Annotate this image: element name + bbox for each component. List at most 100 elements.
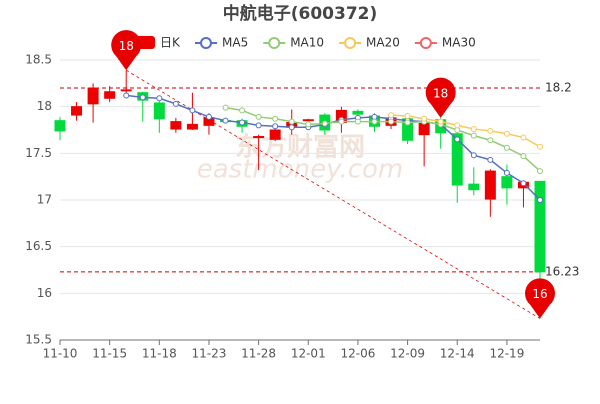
- ma-line: [390, 114, 541, 148]
- ma-point: [470, 152, 477, 159]
- ma-point: [272, 115, 279, 122]
- ma-point: [404, 119, 411, 126]
- ma-point: [470, 132, 477, 139]
- legend-icon: [344, 37, 357, 49]
- ma-point: [139, 94, 146, 101]
- candle-body: [104, 91, 116, 99]
- legend-label: MA30: [442, 36, 476, 50]
- x-tick-label: 12-19: [489, 347, 524, 361]
- x-tick-label: 11-15: [92, 347, 127, 361]
- x-tick-label: 12-06: [340, 347, 375, 361]
- x-tick-label: 11-10: [43, 347, 78, 361]
- ma-point: [239, 119, 246, 126]
- y-tick-label: 17.5: [25, 146, 52, 160]
- ma-point: [156, 95, 163, 102]
- ma-point: [388, 112, 395, 119]
- pin-label: 18: [433, 86, 448, 100]
- x-tick-label: 11-18: [142, 347, 177, 361]
- pin: [425, 77, 456, 118]
- ma-point: [537, 143, 543, 150]
- x-tick-label: 11-23: [192, 347, 227, 361]
- mark-line-label: 16.23: [545, 264, 579, 278]
- chart-title: 中航电子(600372): [223, 3, 378, 24]
- candle-body: [302, 119, 314, 122]
- ma-point: [537, 197, 543, 203]
- ma-point: [454, 122, 461, 129]
- ma-point: [123, 92, 130, 99]
- candle-body: [71, 106, 83, 116]
- ma-point: [437, 118, 444, 125]
- legend-label: 日K: [160, 36, 181, 50]
- candle-body: [253, 136, 265, 139]
- ma-point: [454, 136, 461, 143]
- candle-body: [468, 183, 480, 191]
- y-tick-label: 15.5: [25, 333, 52, 347]
- legend-label: MA20: [366, 36, 400, 50]
- ma-point: [421, 115, 428, 122]
- watermark: eastmoney.com: [197, 155, 404, 185]
- y-tick-label: 16: [37, 286, 52, 300]
- ma-point: [487, 137, 494, 144]
- pin-label: 16: [532, 287, 547, 301]
- ma-point: [520, 153, 527, 160]
- ma-point: [288, 118, 295, 125]
- candle-body: [186, 123, 198, 130]
- legend-label: MA5: [222, 36, 248, 50]
- y-tick-label: 16.5: [25, 239, 52, 253]
- legend-label: MA10: [290, 36, 324, 50]
- ma-point: [321, 120, 328, 127]
- mark-line-label: 18.2: [545, 81, 572, 95]
- ma-point: [537, 168, 543, 175]
- ma-point: [487, 127, 494, 134]
- ma-point: [205, 113, 212, 120]
- ma-point: [470, 126, 477, 133]
- ma-point: [222, 117, 229, 124]
- x-tick-label: 12-09: [390, 347, 425, 361]
- ma-point: [503, 130, 510, 137]
- ma-point: [404, 113, 411, 119]
- ma-point: [172, 100, 179, 107]
- candle-body: [153, 102, 165, 120]
- ma-point: [239, 107, 246, 114]
- ma-point: [487, 156, 494, 163]
- ma-point: [354, 118, 361, 125]
- candle-body: [54, 120, 66, 132]
- ma-point: [305, 121, 312, 128]
- candle-body: [170, 121, 182, 130]
- pin-label: 18: [119, 39, 134, 53]
- ma-point: [338, 118, 345, 125]
- candle-body: [87, 87, 99, 105]
- legend-icon: [200, 37, 212, 49]
- ma-point: [255, 122, 262, 129]
- ma-point: [222, 104, 229, 111]
- candle-body: [269, 129, 281, 140]
- candle-body: [418, 122, 430, 136]
- candle-body: [120, 89, 132, 92]
- ma-point: [371, 118, 378, 125]
- x-tick-label: 12-01: [291, 347, 326, 361]
- ma-point: [503, 169, 510, 176]
- candle-body: [451, 133, 463, 186]
- trend-line: [126, 69, 541, 319]
- candle-body: [484, 170, 496, 200]
- ma-point: [520, 180, 527, 187]
- ma-point: [288, 124, 295, 131]
- y-tick-label: 18: [37, 99, 52, 113]
- ma-point: [520, 134, 527, 141]
- y-tick-label: 18.5: [25, 53, 52, 67]
- pin: [111, 30, 142, 71]
- ma-point: [388, 118, 395, 125]
- x-tick-label: 11-28: [241, 347, 276, 361]
- ma-point: [272, 123, 279, 130]
- pin: [525, 278, 555, 319]
- legend-icon: [268, 37, 281, 49]
- ma-point: [255, 113, 262, 120]
- x-tick-label: 12-14: [440, 347, 475, 361]
- ma-point: [503, 144, 510, 151]
- legend-icon: [419, 37, 432, 49]
- candle-body: [501, 176, 513, 189]
- candle-body: [534, 180, 546, 273]
- ma-point: [189, 107, 196, 114]
- candle-body: [352, 110, 364, 115]
